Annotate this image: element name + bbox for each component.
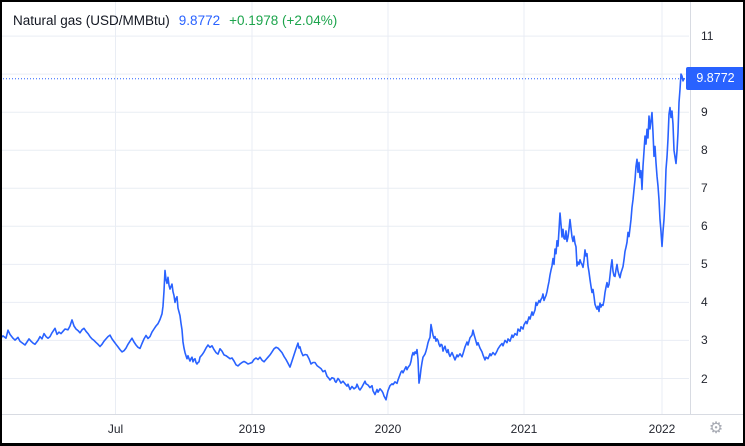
- price-change-value: +0.1978 (+2.04%): [229, 13, 337, 28]
- time-scale-axis[interactable]: Jul 2019 2020 2021 2022: [0, 414, 745, 444]
- price-scale-label: 11: [701, 29, 714, 44]
- price-scale-label: 5: [701, 257, 708, 272]
- chart-legend: Natural gas (USD/MMBtu) 9.8772 +0.1978 (…: [13, 13, 337, 28]
- change-percent: (+2.04%): [282, 13, 338, 28]
- price-scale-label: 4: [701, 295, 708, 310]
- settings-gear-button[interactable]: ⚙: [705, 418, 727, 440]
- last-price-value: 9.8772: [178, 13, 221, 28]
- price-scale-label: 8: [701, 143, 708, 158]
- price-scale-label: 7: [701, 181, 708, 196]
- price-scale-label: 2: [701, 371, 708, 386]
- gear-icon: ⚙: [708, 420, 724, 437]
- time-scale-label: Jul: [107, 422, 124, 436]
- price-scale-label: 3: [701, 333, 708, 348]
- price-line: [0, 73, 685, 401]
- price-scale-axis[interactable]: 11 9 8 7 6 5 4 3 2: [690, 0, 745, 414]
- change-absolute: +0.1978: [229, 13, 279, 28]
- current-price-badge: 9.8772: [686, 67, 745, 91]
- time-scale-label: 2020: [374, 422, 402, 436]
- time-scale-label: 2019: [238, 422, 266, 436]
- symbol-title: Natural gas (USD/MMBtu): [13, 13, 170, 28]
- current-price-badge-label: 9.8772: [696, 71, 735, 86]
- price-scale-label: 9: [701, 105, 708, 120]
- time-scale-label: 2021: [510, 422, 538, 436]
- time-scale-label: 2022: [648, 422, 676, 436]
- price-scale-label: 6: [701, 219, 708, 234]
